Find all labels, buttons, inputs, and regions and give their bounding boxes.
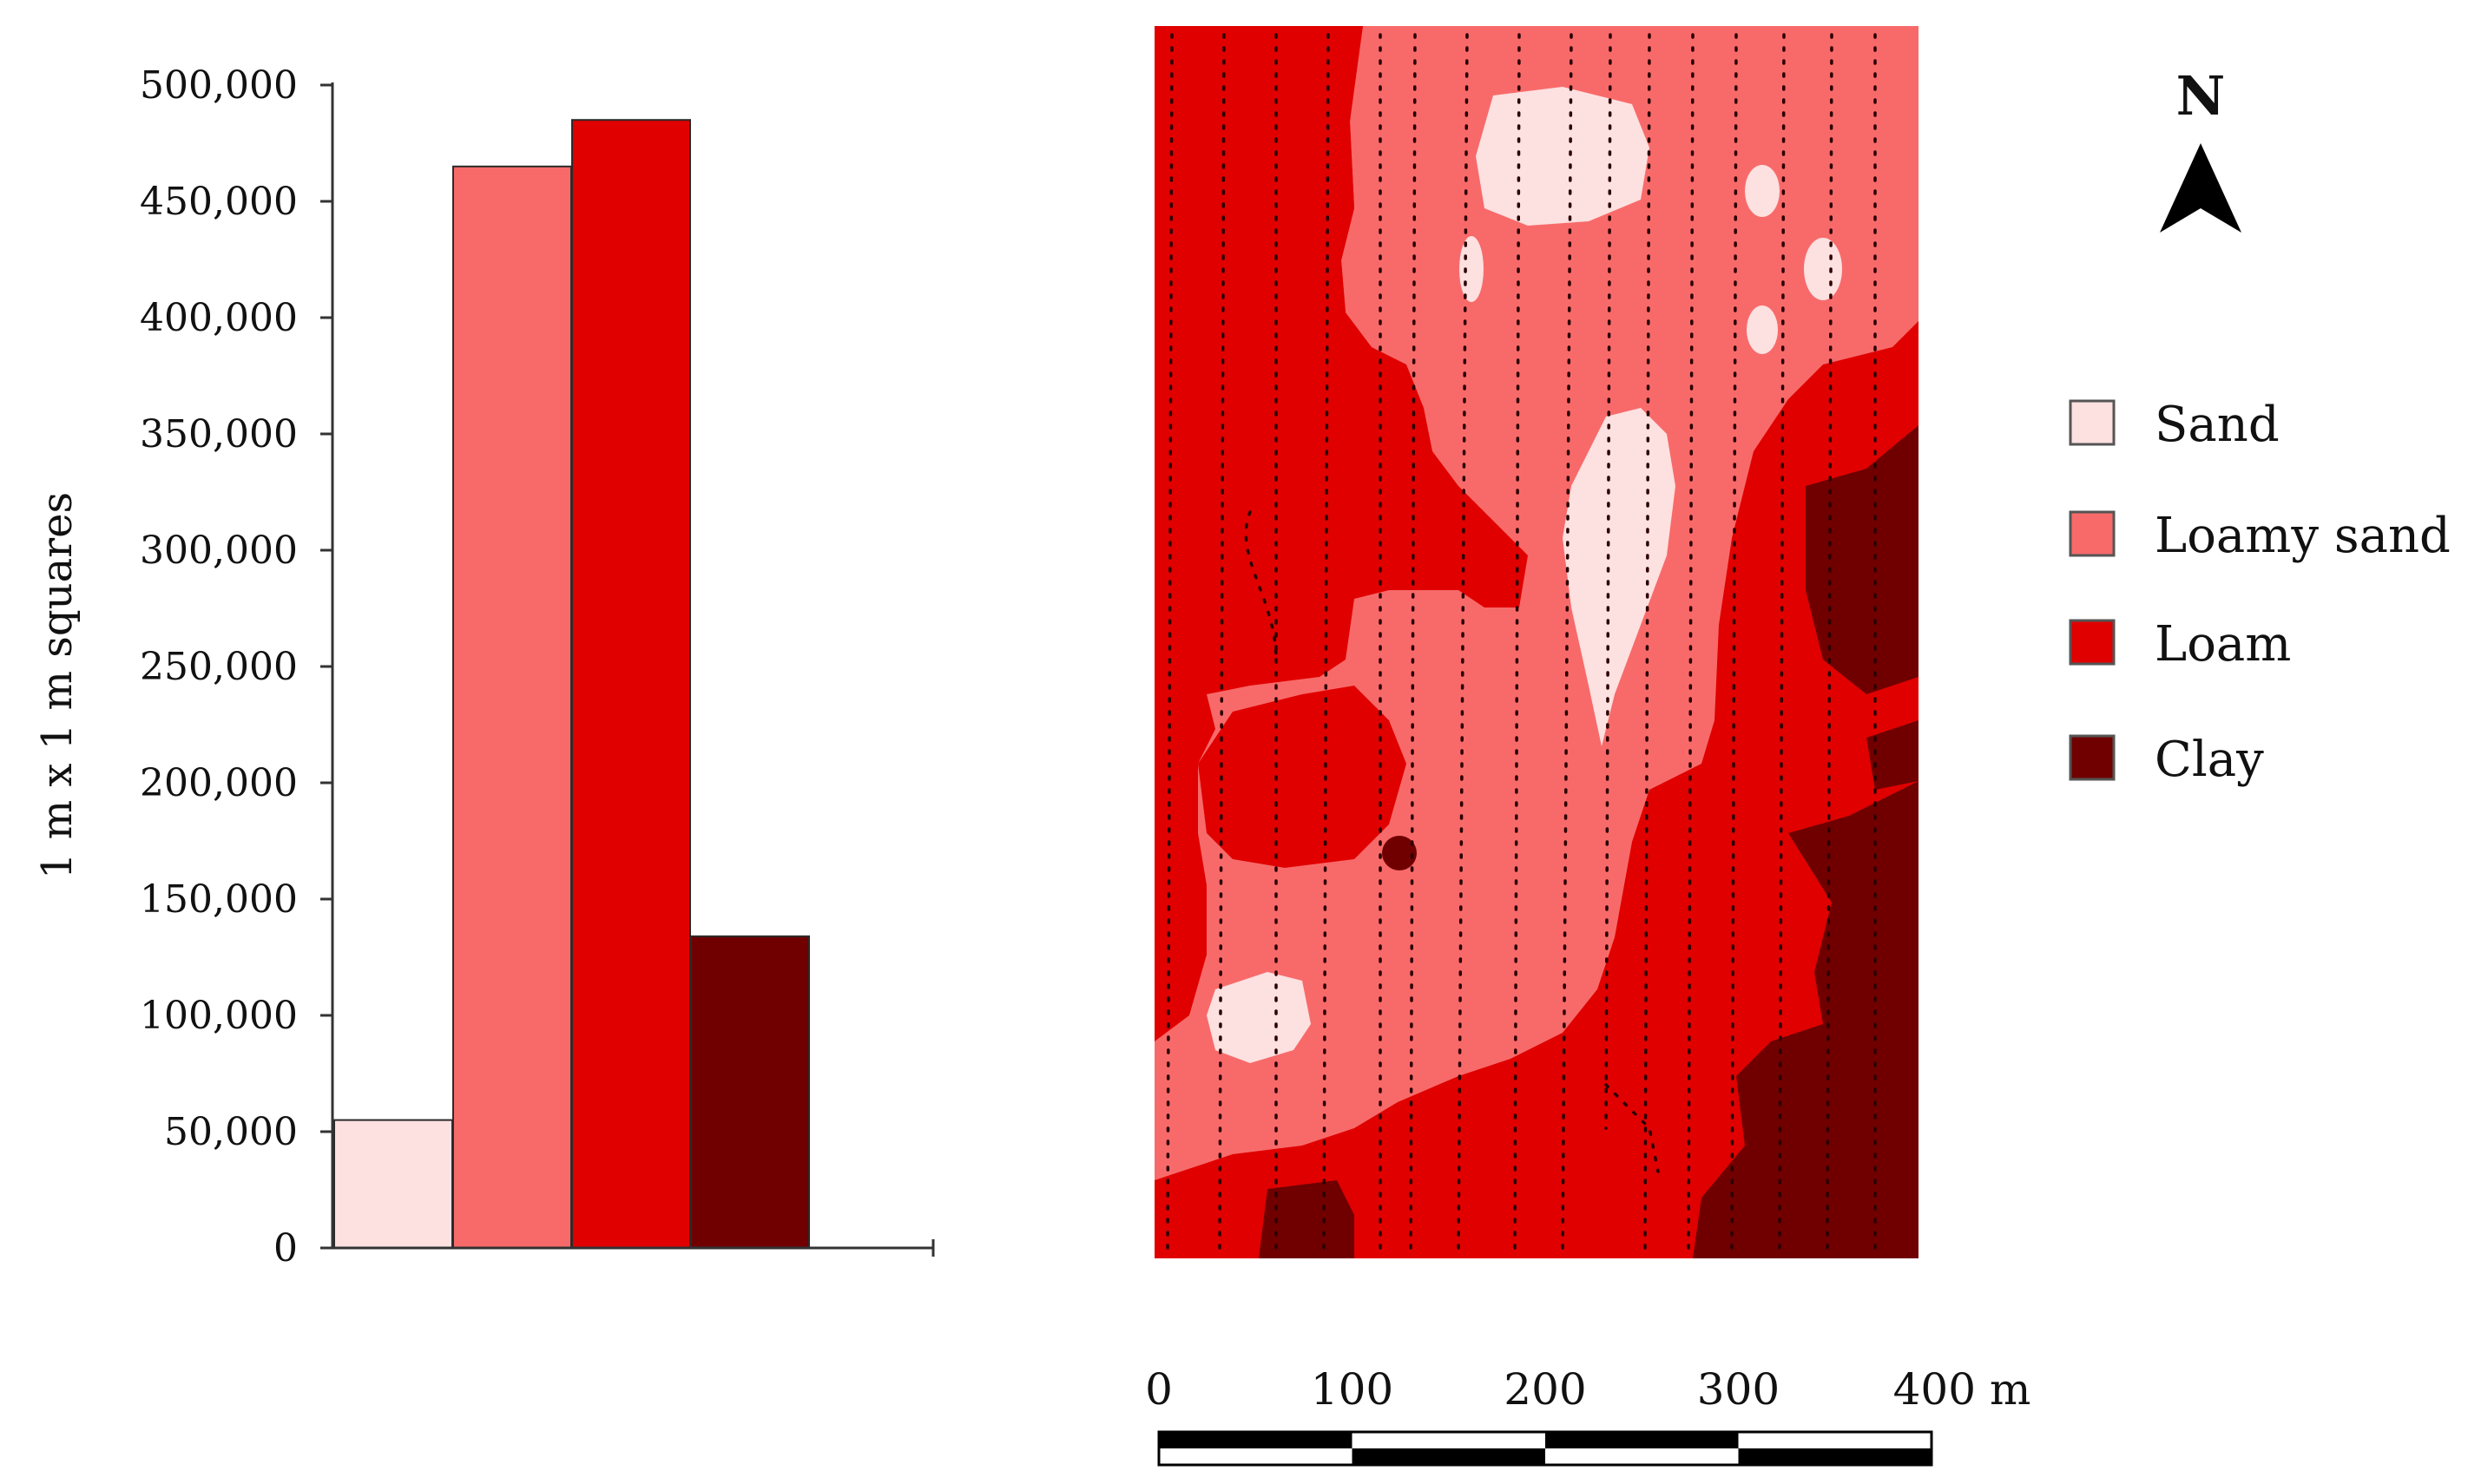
map-zone-sand xyxy=(1459,236,1484,302)
y-tick-label: 0 xyxy=(273,1226,298,1271)
y-tick-label: 500,000 xyxy=(140,63,298,108)
bar-loam xyxy=(571,119,691,1250)
scale-label: 0 xyxy=(1145,1364,1173,1415)
y-tick-label: 300,000 xyxy=(140,529,298,573)
scale-bar-segment xyxy=(1545,1432,1739,1448)
map-zone-clay xyxy=(1382,836,1417,870)
north-arrow: N xyxy=(2160,64,2241,233)
map-zone-clay xyxy=(1693,781,1918,1258)
map-zone-sand xyxy=(1207,972,1311,1063)
legend-swatch-sand xyxy=(2069,399,2116,446)
scale-label: 100 xyxy=(1311,1364,1393,1415)
sampling-transects xyxy=(1166,33,1877,1251)
y-tick-label: 250,000 xyxy=(140,645,298,689)
y-tick-label: 50,000 xyxy=(164,1110,298,1154)
bar-chart: 1 m x 1 m squares 0 50,000 100,000 150,000 2… xyxy=(33,63,935,1271)
legend-label-clay: Clay xyxy=(2155,732,2264,788)
y-axis-title: 1 m x 1 m squares xyxy=(33,492,82,879)
y-tick-label: 350,000 xyxy=(140,412,298,456)
north-label: N xyxy=(2176,64,2226,128)
scale-label: 200 xyxy=(1504,1364,1586,1415)
scale-label: 400 m xyxy=(1893,1364,2031,1415)
scale-bar: 0 100 200 300 400 m xyxy=(1145,1364,2030,1467)
scale-bar-segment xyxy=(1159,1432,1352,1448)
bar-clay xyxy=(690,935,810,1249)
map-zone-sand xyxy=(1747,305,1778,354)
scale-bar-labels: 0 100 200 300 400 m xyxy=(1145,1364,2030,1415)
legend-swatch-loamy-sand xyxy=(2069,510,2116,557)
scale-bar-segment xyxy=(1352,1448,1545,1465)
legend-swatch-loam xyxy=(2069,619,2116,666)
map-zone-sand xyxy=(1804,238,1842,300)
y-tick-label: 400,000 xyxy=(140,296,298,340)
map-zone-loam-inlet xyxy=(1155,26,1363,330)
scale-label: 300 xyxy=(1697,1364,1780,1415)
scale-bar-segments xyxy=(1157,1430,1933,1467)
y-tick-label: 100,000 xyxy=(140,994,298,1038)
north-arrow-icon xyxy=(2160,143,2241,233)
bar-loamy-sand xyxy=(452,165,572,1249)
legend-swatch-clay xyxy=(2069,734,2116,781)
legend: Sand Loamy sand Loam Clay xyxy=(2069,397,2451,788)
y-tick-label: 200,000 xyxy=(140,761,298,805)
map-zone-sand xyxy=(1745,165,1780,217)
map-zone-loam-lobe xyxy=(1198,686,1406,868)
soil-texture-map xyxy=(1155,26,1918,1258)
map-zone-clay xyxy=(1259,1180,1354,1258)
legend-label-loamy-sand: Loamy sand xyxy=(2155,508,2451,564)
legend-label-sand: Sand xyxy=(2155,397,2280,453)
bars xyxy=(333,119,810,1250)
map-zone-loamy-sand xyxy=(1155,26,1918,1180)
map-zone-sand xyxy=(1476,87,1649,226)
y-axis-ticks: 0 50,000 100,000 150,000 200,000 250,000 300,0… xyxy=(140,63,332,1271)
bar-sand xyxy=(333,1119,453,1249)
map-zone-clay xyxy=(1866,720,1918,790)
y-tick-label: 450,000 xyxy=(140,180,298,224)
legend-label-loam: Loam xyxy=(2155,616,2291,673)
map-zone-clay xyxy=(1806,425,1918,694)
y-tick-label: 150,000 xyxy=(140,877,298,922)
scale-bar-segment xyxy=(1738,1448,1932,1465)
